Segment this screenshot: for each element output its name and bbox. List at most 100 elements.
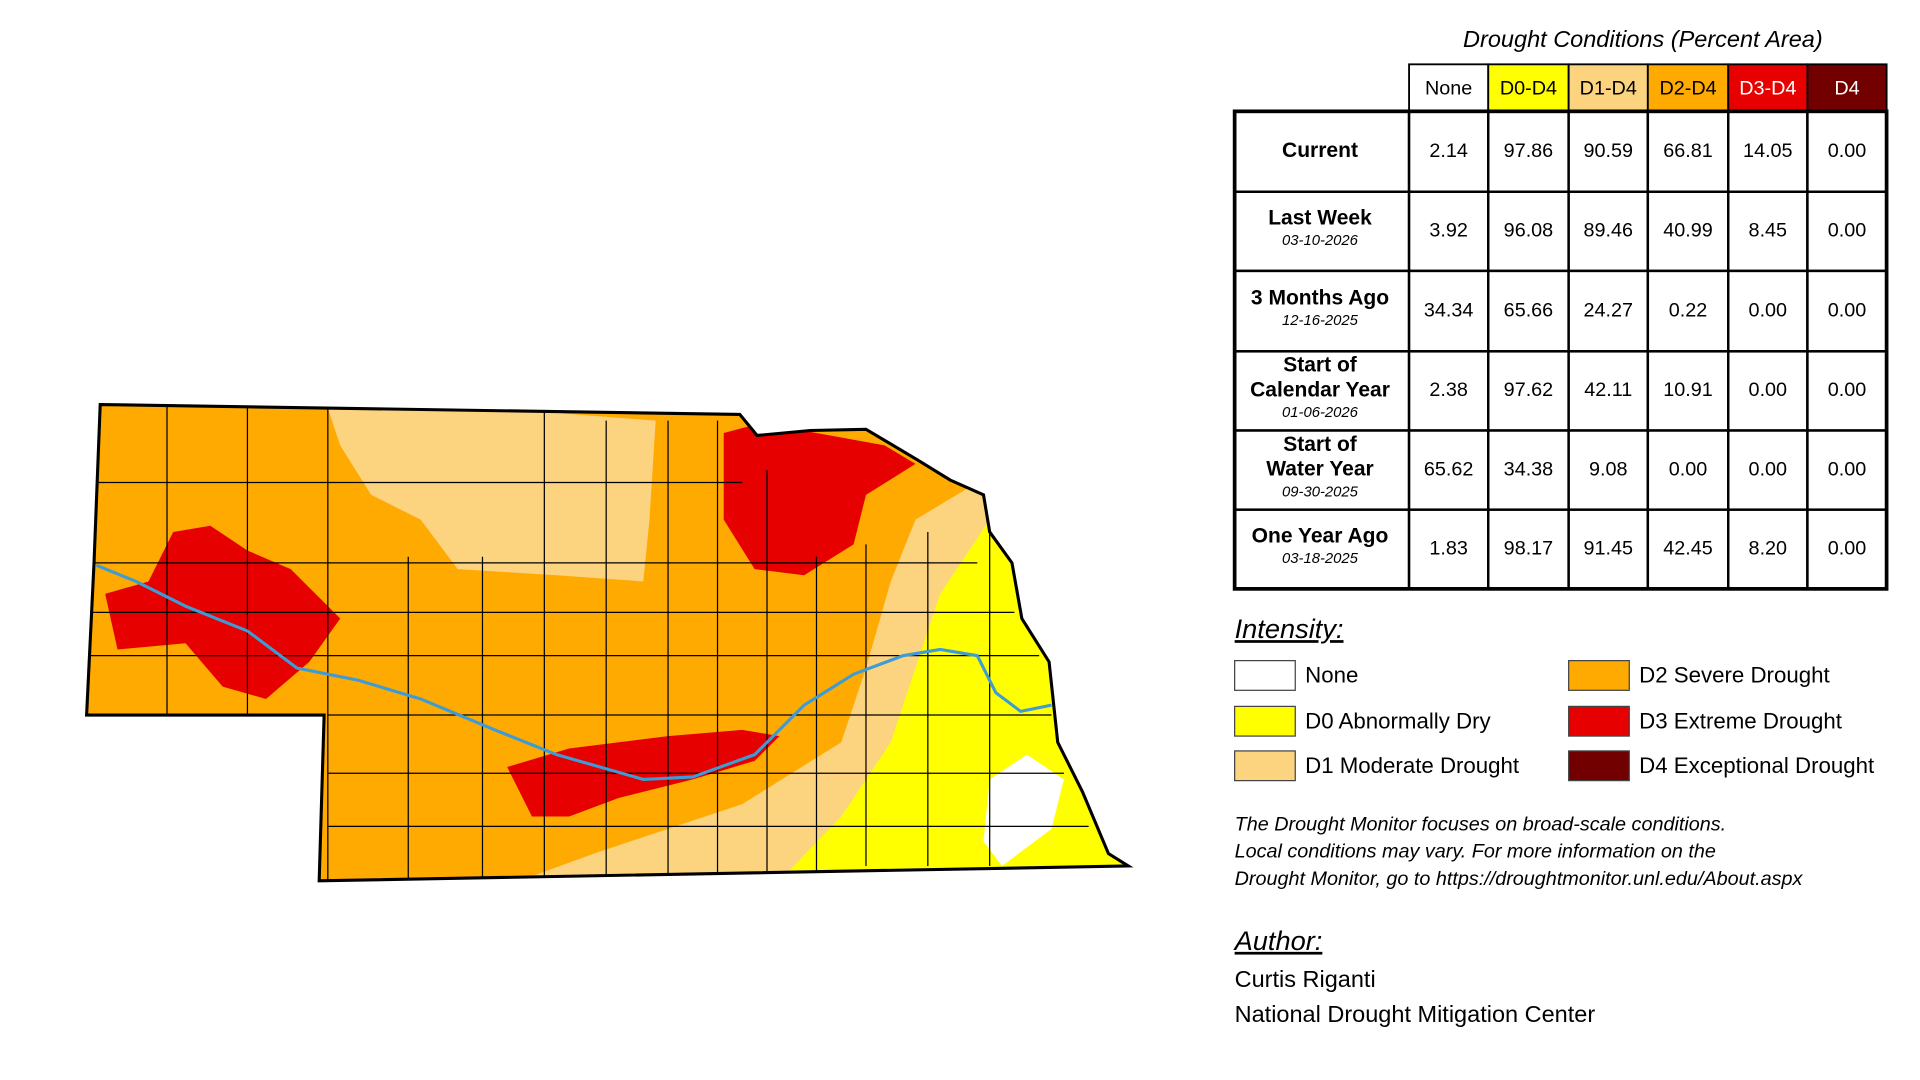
table-value: 0.00 (1749, 379, 1788, 401)
table-value: 90.59 (1583, 140, 1633, 162)
map (86, 404, 1129, 881)
row-label-cell (1233, 190, 1411, 273)
legend-swatch (1234, 705, 1296, 737)
table-cell (1487, 429, 1570, 511)
column-header-cell (1646, 63, 1730, 113)
legend-label: D0 Abnormally Dry (1305, 708, 1491, 733)
table-cell (1646, 350, 1730, 432)
table-value: 0.00 (1828, 379, 1867, 401)
row-label: Start of (1283, 433, 1358, 456)
table-value: 24.27 (1583, 299, 1633, 321)
table-cell (1487, 190, 1570, 273)
table-value: 65.66 (1504, 299, 1554, 321)
table-value: 34.34 (1424, 299, 1474, 321)
legend-swatch (1568, 660, 1630, 691)
legend-label: None (1305, 663, 1358, 688)
table-value: 0.22 (1669, 299, 1708, 321)
table-value: 91.45 (1583, 538, 1633, 560)
legend-label: D1 Moderate Drought (1305, 753, 1520, 778)
row-label: Water Year (1266, 458, 1373, 481)
row-date: 12-16-2025 (1282, 313, 1359, 329)
table-cell (1727, 429, 1809, 511)
state-outline (84, 402, 1134, 883)
table-value: 8.45 (1749, 220, 1788, 242)
table-title: Drought Conditions (Percent Area) (1463, 26, 1823, 52)
column-header-cell (1727, 63, 1809, 113)
row-label-cell (1233, 508, 1411, 591)
column-header: D3-D4 (1739, 77, 1796, 99)
column-header-cell (1487, 63, 1570, 113)
table-cell (1407, 508, 1490, 591)
table-cell (1646, 429, 1730, 511)
row-date: 03-18-2025 (1282, 551, 1359, 567)
table-cell (1407, 429, 1490, 511)
table-value: 3.92 (1429, 220, 1468, 242)
row-label: 3 Months Ago (1251, 286, 1389, 309)
table-value: 66.81 (1663, 140, 1713, 162)
table-value: 98.17 (1504, 538, 1554, 560)
row-label: One Year Ago (1252, 524, 1389, 547)
legend-title: Intensity: (1235, 613, 1344, 644)
table-cell (1806, 429, 1888, 511)
row-label: Current (1282, 139, 1358, 162)
row-date: 03-10-2026 (1282, 233, 1359, 249)
row-label: Start of (1283, 354, 1358, 377)
legend-label: D2 Severe Drought (1639, 663, 1830, 688)
row-label-cell (1233, 110, 1411, 193)
table-value: 0.00 (1749, 299, 1788, 321)
table-value: 10.91 (1663, 379, 1713, 401)
legend-swatch (1234, 750, 1296, 782)
table-cell (1727, 269, 1809, 353)
note-line: The Drought Monitor focuses on broad-sca… (1235, 813, 1727, 835)
row-label: Last Week (1268, 207, 1372, 230)
table-value: 2.38 (1429, 379, 1468, 401)
row-label-cell (1233, 269, 1411, 353)
table-value: 89.46 (1583, 220, 1633, 242)
note-line: Drought Monitor, go to https://droughtmo… (1235, 868, 1804, 890)
author-line: Curtis Riganti (1235, 966, 1376, 992)
note-line: Local conditions may vary. For more info… (1235, 841, 1716, 863)
info-panel: Drought Conditions (Percent Area) None D0-… (1232, 26, 1889, 1027)
table-value: 0.00 (1828, 299, 1867, 321)
legend-swatch (1568, 705, 1630, 737)
table-value: 2.14 (1429, 140, 1468, 162)
county-lines (86, 404, 1089, 881)
row-date: 09-30-2025 (1282, 484, 1359, 500)
legend-label: D3 Extreme Drought (1639, 708, 1843, 733)
table-value: 42.45 (1663, 538, 1713, 560)
table-value: 96.08 (1504, 220, 1554, 242)
table-value: 97.86 (1504, 140, 1554, 162)
table-cell (1407, 190, 1490, 273)
table-cell (1487, 350, 1570, 432)
table-cell (1567, 110, 1650, 193)
table-cell (1407, 269, 1490, 353)
table-value: 0.00 (1828, 140, 1867, 162)
table-value: 97.62 (1504, 379, 1554, 401)
table-value: 8.20 (1749, 538, 1788, 560)
column-header: D0-D4 (1500, 77, 1557, 99)
table-border (1232, 109, 1889, 591)
author-title: Author: (1233, 925, 1323, 956)
table-value: 0.00 (1669, 458, 1708, 480)
row-label-cell (1233, 429, 1411, 511)
table-value: 9.08 (1589, 458, 1628, 480)
column-header: D4 (1834, 77, 1859, 99)
table-cell (1487, 269, 1570, 353)
table-value: 1.83 (1429, 538, 1468, 560)
table-cell (1407, 350, 1490, 432)
table-cell (1567, 350, 1650, 432)
table-value: 65.62 (1424, 458, 1474, 480)
legend-swatch (1234, 660, 1296, 691)
table-value: 0.00 (1828, 220, 1867, 242)
table-value: 0.00 (1828, 458, 1867, 480)
none-area (983, 754, 1064, 866)
column-header-cell (1567, 63, 1649, 113)
d1-area (327, 408, 656, 582)
column-header: D2-D4 (1659, 77, 1716, 99)
table-cell (1727, 508, 1809, 591)
table-cell (1646, 110, 1730, 193)
table-value: 14.05 (1743, 140, 1793, 162)
table-value: 0.00 (1828, 538, 1867, 560)
table-cell (1567, 508, 1650, 591)
